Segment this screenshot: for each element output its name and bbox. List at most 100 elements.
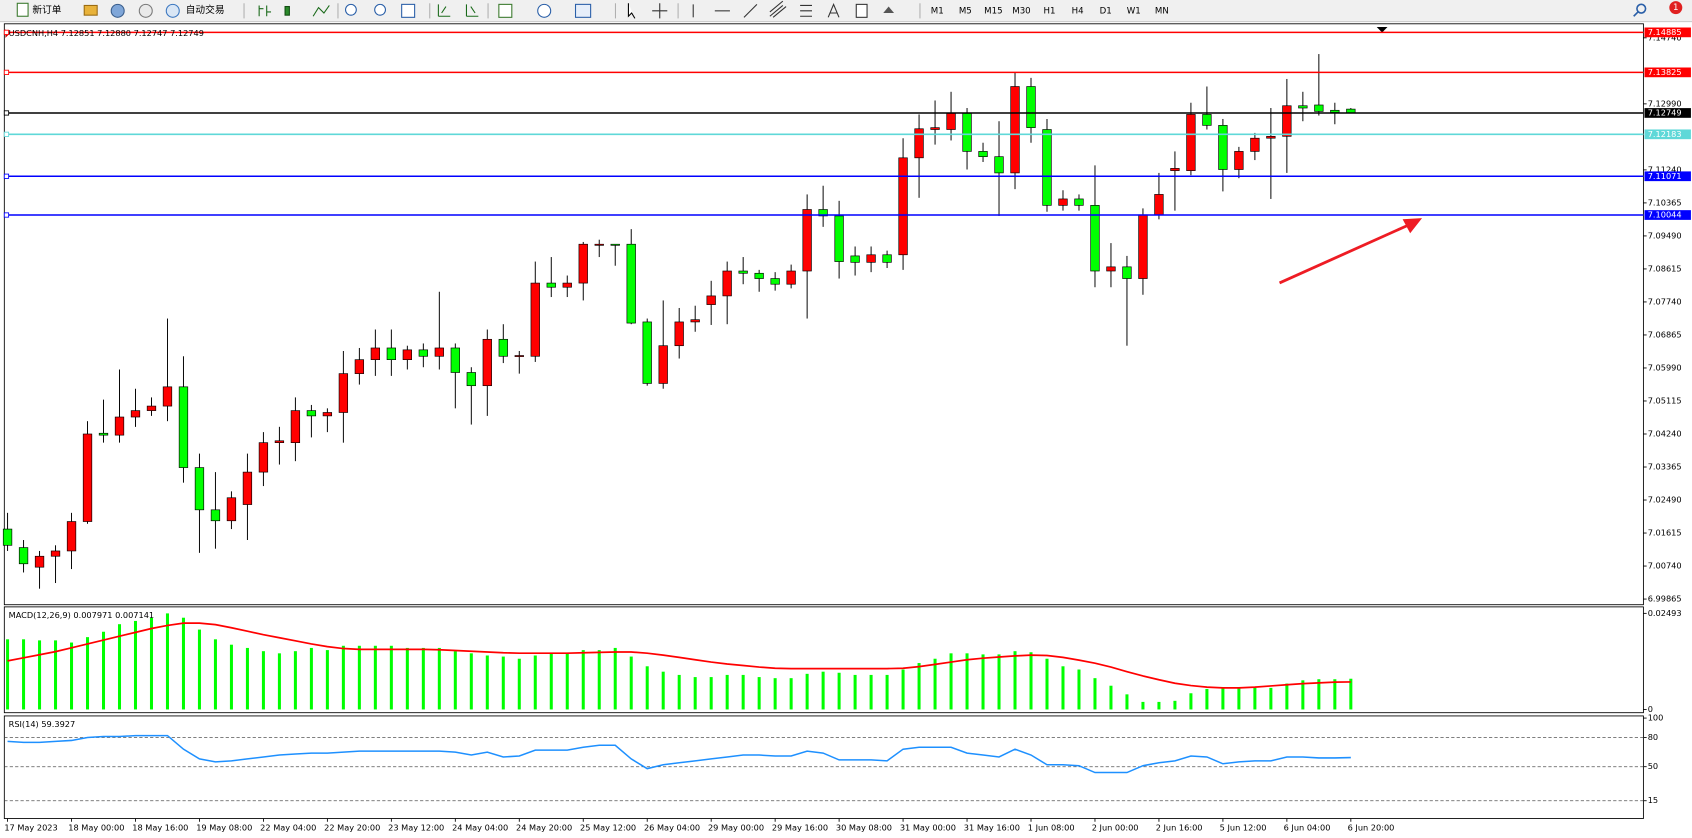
candle-body: [386, 347, 396, 360]
candle-chart-icon[interactable]: [284, 5, 290, 16]
line-chart-icon[interactable]: [312, 5, 330, 17]
timeframe-button[interactable]: MN: [1155, 6, 1169, 16]
macd-bar: [54, 640, 58, 710]
text-icon[interactable]: [827, 2, 840, 18]
price-label: 7.10044: [1648, 210, 1682, 220]
toolbar-icon[interactable]: [83, 4, 98, 16]
templates-icon[interactable]: [574, 3, 592, 18]
macd-bar: [293, 651, 297, 710]
indicators-icon[interactable]: [498, 3, 513, 18]
y-tick-label: 7.10365: [1648, 197, 1682, 207]
macd-bar: [709, 677, 713, 710]
timeframe-button[interactable]: W1: [1127, 6, 1141, 16]
candle-body: [642, 321, 652, 384]
candle-body: [1154, 194, 1164, 216]
new-order-button[interactable]: 新订单: [32, 3, 61, 16]
candle-body: [850, 255, 860, 263]
macd-bar: [565, 653, 569, 710]
macd-bar: [661, 671, 665, 710]
zoom-in-icon[interactable]: [344, 3, 357, 16]
label-icon[interactable]: [855, 3, 868, 18]
macd-bar: [677, 674, 681, 710]
candle-body: [338, 373, 349, 413]
candle-body: [66, 521, 77, 552]
timeframe-button[interactable]: D1: [1100, 6, 1112, 16]
notification-count: 1: [1673, 3, 1678, 13]
timeframe-button[interactable]: M5: [959, 6, 972, 16]
notification-badge[interactable]: [1669, 1, 1683, 15]
macd-bar: [837, 672, 841, 710]
tile-icon[interactable]: [401, 3, 416, 18]
y-tick-label: 7.09490: [1648, 230, 1682, 240]
price-line-anchor: [3, 69, 10, 75]
macd-bar: [453, 651, 457, 710]
crosshair-icon[interactable]: [652, 3, 668, 19]
macd-bar: [917, 663, 921, 710]
toolbar-icon[interactable]: [138, 3, 153, 18]
rsi-line: [7, 734, 1351, 774]
macd-bar: [213, 639, 217, 710]
macd-bar: [613, 647, 617, 710]
price-label: 7.14885: [1648, 27, 1682, 37]
macd-bar: [981, 654, 985, 710]
macd-bar: [309, 647, 313, 710]
channel-icon[interactable]: [769, 0, 787, 18]
x-tick-label: 29 May 00:00: [708, 823, 764, 833]
shift-icon[interactable]: [465, 4, 479, 17]
bar-chart-icon[interactable]: [258, 5, 272, 17]
timeframe-button[interactable]: M15: [984, 6, 1002, 16]
candle-body: [482, 338, 492, 387]
macd-bar: [1061, 666, 1065, 710]
y-tick-label: 7.14740: [1648, 32, 1682, 42]
macd-bar: [1253, 687, 1257, 710]
search-icon[interactable]: [1636, 3, 1647, 14]
candle-body: [818, 209, 828, 217]
macd-bar: [1285, 683, 1289, 710]
arrows-icon[interactable]: [883, 6, 895, 14]
macd-bar: [1077, 669, 1081, 710]
cursor-icon[interactable]: [627, 3, 636, 19]
macd-bar: [261, 651, 265, 710]
timeframe-button[interactable]: M30: [1012, 6, 1030, 16]
macd-bar: [1045, 658, 1049, 710]
fibo-icon[interactable]: [800, 4, 812, 17]
timeframe-button[interactable]: H1: [1044, 6, 1056, 16]
macd-bar: [86, 637, 90, 710]
x-tick-label: 17 May 2023: [4, 823, 57, 833]
macd-bar: [389, 645, 393, 710]
x-tick-label: 18 May 16:00: [132, 823, 188, 833]
zoom-out-icon[interactable]: [374, 3, 387, 16]
x-tick-label: 25 May 12:00: [580, 823, 636, 833]
macd-bar: [965, 653, 969, 710]
periods-icon[interactable]: [537, 3, 552, 18]
macd-bar: [1349, 678, 1353, 710]
candle-body: [1074, 198, 1084, 206]
auto-trading-button[interactable]: 自动交易: [186, 3, 225, 16]
toolbar-icon[interactable]: [110, 3, 125, 18]
candle-body: [498, 338, 508, 357]
y-tick-label: 0: [1648, 704, 1653, 714]
candle-body: [82, 433, 93, 522]
candle-body: [578, 243, 588, 284]
macd-bar: [645, 666, 649, 710]
y-tick-label: 15: [1648, 795, 1658, 805]
candle-body: [1266, 135, 1276, 139]
trendline-icon[interactable]: [743, 3, 758, 18]
candle-body: [962, 112, 972, 152]
new-order-icon[interactable]: [16, 2, 29, 17]
macd-bar: [38, 640, 42, 710]
macd-bar: [949, 653, 953, 710]
auto-trading-icon[interactable]: [165, 3, 180, 18]
macd-bar: [277, 653, 281, 710]
autoscroll-icon[interactable]: [437, 4, 451, 17]
candle-body: [770, 278, 780, 285]
candle-body: [610, 243, 620, 246]
macd-bar: [1333, 679, 1337, 710]
timeframe-button[interactable]: M1: [931, 6, 944, 16]
macd-bar: [1269, 687, 1273, 710]
macd-bar: [901, 669, 905, 710]
plot-area: 7.14740 7.12990 7.11240 7.10365 7.09490 7.086…: [2, 27, 1691, 833]
macd-panel-frame: [3, 606, 1644, 714]
timeframe-button[interactable]: H4: [1072, 6, 1084, 16]
price-label-bg: [1644, 67, 1691, 78]
